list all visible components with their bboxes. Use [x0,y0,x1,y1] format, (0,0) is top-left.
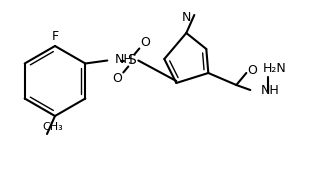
Text: NH: NH [260,84,279,98]
Text: O: O [112,72,122,85]
Text: S: S [127,54,136,68]
Text: O: O [247,64,257,77]
Text: N: N [182,11,191,24]
Text: CH₃: CH₃ [43,122,63,132]
Text: NH: NH [114,53,133,66]
Text: F: F [51,30,59,42]
Text: O: O [140,36,150,49]
Text: H₂N: H₂N [262,62,286,76]
